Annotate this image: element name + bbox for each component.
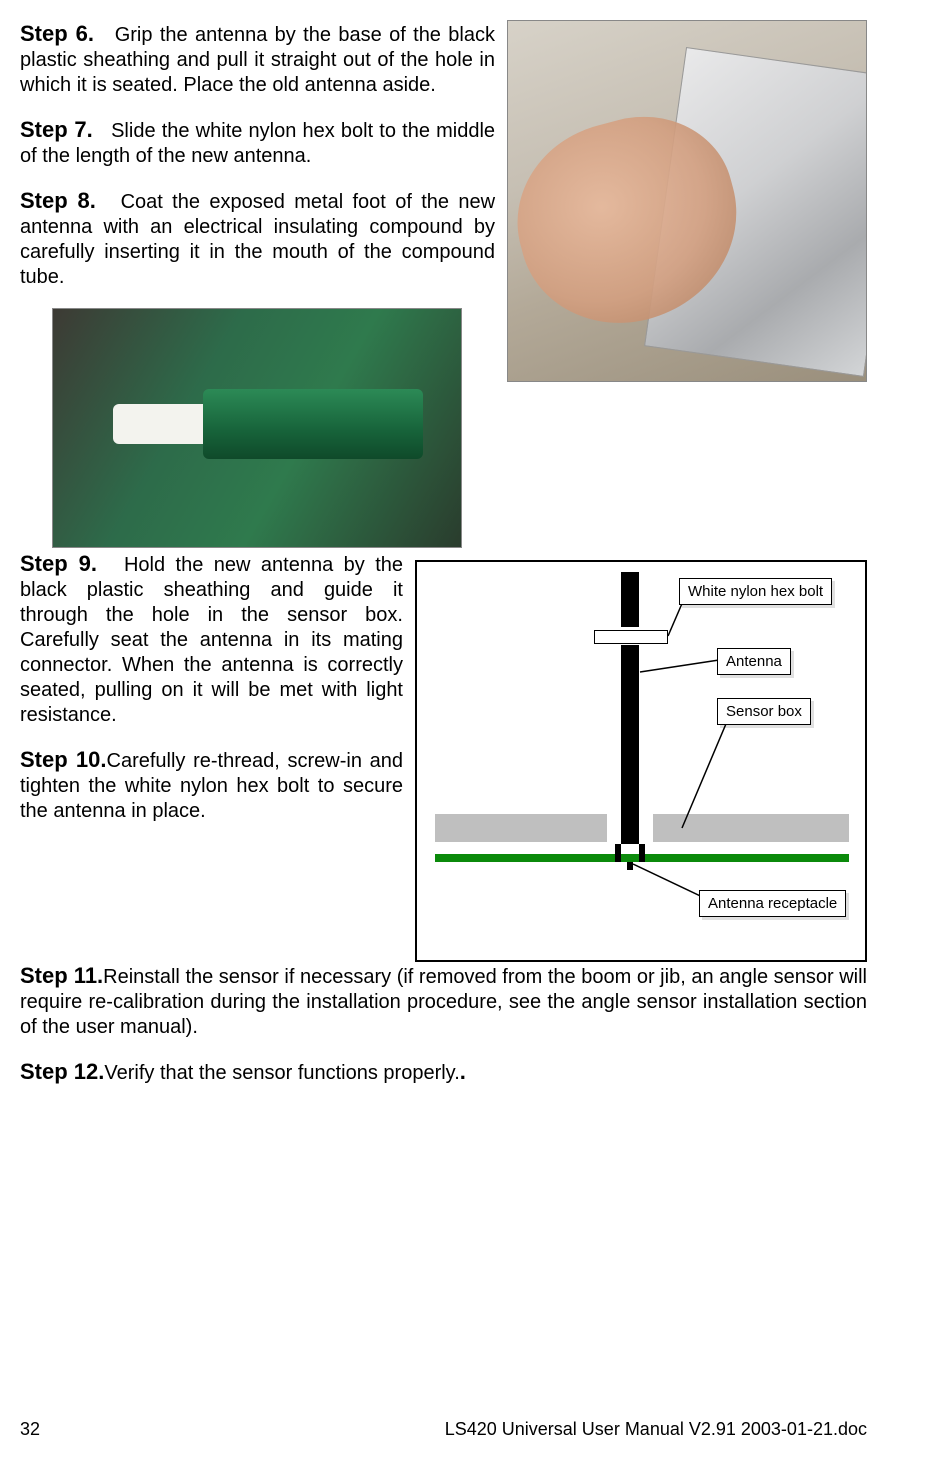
step-6-label: Step 6.: [20, 21, 94, 46]
step-9: Step 9. Hold the new antenna by the blac…: [20, 550, 440, 728]
step-11-text: Reinstall the sensor if necessary (if re…: [20, 966, 867, 1038]
step-8: Step 8. Coat the exposed metal foot of t…: [20, 187, 540, 290]
step-10-label: Step 10.: [20, 747, 107, 772]
photo-antenna-removal: [507, 20, 867, 382]
step-12: Step 12.Verify that the sensor functions…: [20, 1058, 867, 1086]
diagram-assembly: White nylon hex bolt Antenna Sensor box …: [415, 560, 867, 962]
document-filename: LS420 Universal User Manual V2.91 2003-0…: [445, 1419, 867, 1440]
step-9-text: Hold the new antenna by the black plasti…: [20, 554, 403, 726]
step-6: Step 6. Grip the antenna by the base of …: [20, 20, 540, 98]
step-7-label: Step 7.: [20, 117, 93, 142]
step-11: Step 11.Reinstall the sensor if necessar…: [20, 962, 867, 1040]
step-10: Step 10.Carefully re-thread, screw-in an…: [20, 746, 440, 824]
diagram-box: White nylon hex bolt Antenna Sensor box …: [415, 560, 867, 962]
page-footer: 32 LS420 Universal User Manual V2.91 200…: [20, 1419, 867, 1440]
photo-compound-tube: [52, 308, 462, 548]
step-9-label: Step 9.: [20, 551, 97, 576]
diagram-sensor-left: [435, 814, 607, 842]
step-11-label: Step 11.: [20, 963, 103, 988]
callout-antenna: Antenna: [717, 648, 791, 675]
callout-receptacle: Antenna receptacle: [699, 890, 846, 917]
diagram-sensor-right: [653, 814, 849, 842]
page: Step 6. Grip the antenna by the base of …: [20, 20, 867, 1440]
step-7: Step 7. Slide the white nylon hex bolt t…: [20, 116, 540, 169]
callout-hex-bolt: White nylon hex bolt: [679, 578, 832, 605]
step-12-text: Verify that the sensor functions properl…: [104, 1062, 459, 1084]
step-12-label: Step 12.: [20, 1059, 104, 1084]
diagram-antenna-shape: [621, 572, 639, 844]
callout-sensor-box: Sensor box: [717, 698, 811, 725]
diagram-hex-bolt-shape: [594, 630, 668, 644]
step-8-label: Step 8.: [20, 188, 96, 213]
page-number: 32: [20, 1419, 40, 1440]
